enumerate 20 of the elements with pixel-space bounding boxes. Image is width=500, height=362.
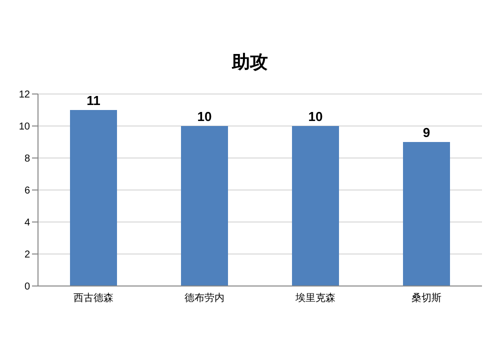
bar [181, 126, 228, 286]
data-label: 10 [197, 109, 212, 124]
bar [403, 142, 450, 286]
data-label: 11 [86, 93, 100, 108]
x-tick-label: 埃里克森 [294, 292, 336, 304]
y-tick-label: 6 [24, 186, 30, 197]
y-tick-label: 10 [18, 122, 30, 133]
y-tick-label: 12 [18, 90, 30, 101]
y-tick-label: 0 [24, 282, 30, 293]
chart-title: 助攻 [230, 51, 269, 75]
y-tick-label: 8 [24, 154, 30, 165]
bar [70, 110, 117, 286]
x-tick-label: 桑切斯 [412, 292, 442, 304]
x-tick-label: 西古德森 [74, 292, 114, 304]
x-tick-label: 德布劳内 [184, 292, 224, 304]
y-tick-label: 4 [24, 218, 30, 229]
y-tick-label: 2 [24, 250, 30, 261]
data-label: 10 [308, 109, 323, 124]
bar [292, 126, 339, 286]
data-label: 9 [422, 125, 430, 140]
